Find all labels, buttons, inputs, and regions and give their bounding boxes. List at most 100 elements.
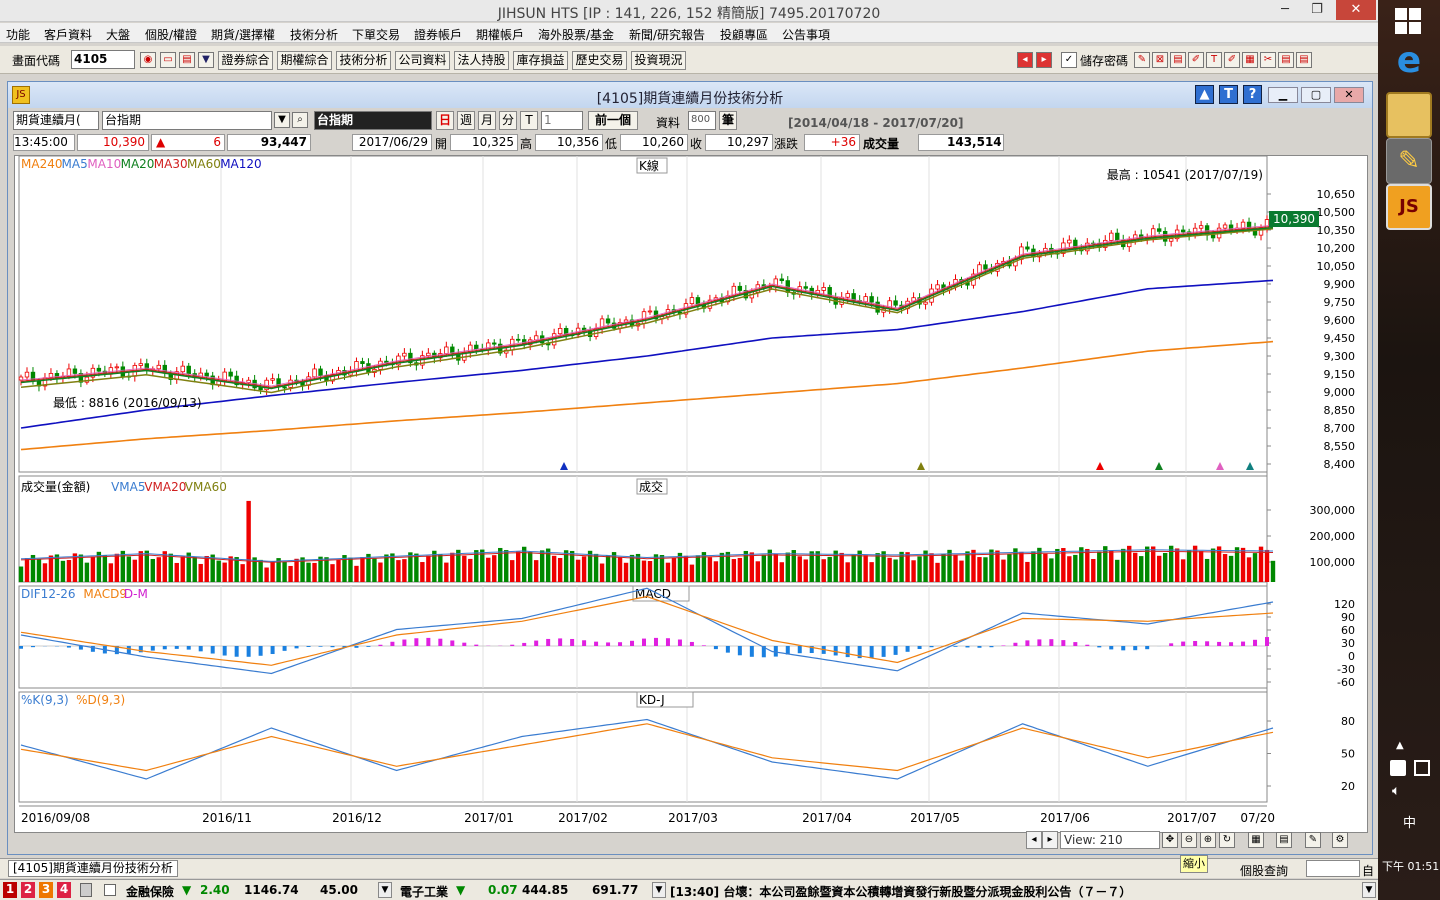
period-day[interactable]: 日: [436, 111, 454, 130]
folder-icon[interactable]: [1386, 92, 1432, 138]
btn-options[interactable]: 期權綜合: [277, 51, 332, 70]
ticker-slot-1[interactable]: 1: [3, 882, 17, 898]
stock-query-input[interactable]: [1306, 860, 1360, 877]
macd-bar: [1073, 642, 1078, 646]
type-select[interactable]: 期貨連續月(: [13, 111, 99, 130]
unit-button[interactable]: 筆: [719, 111, 737, 130]
menu-tech[interactable]: 技術分析: [290, 28, 339, 42]
grid-icon[interactable]: ▦: [1248, 832, 1264, 848]
clock[interactable]: 下午 01:51: [1382, 860, 1440, 873]
scroll-left-icon[interactable]: ◂: [1026, 831, 1042, 849]
pan-icon[interactable]: ✥: [1162, 832, 1178, 848]
alert-icon[interactable]: ▲: [1195, 85, 1214, 104]
volume-bar: [1013, 548, 1018, 582]
period-month[interactable]: 月: [478, 111, 496, 130]
lock-icon[interactable]: [80, 883, 92, 897]
volume-bar: [893, 559, 898, 582]
brush-icon[interactable]: ✐: [1224, 52, 1240, 68]
btn-inventory[interactable]: 庫存損益: [513, 51, 568, 70]
settings-icon[interactable]: ⚙: [1332, 832, 1348, 848]
cancel-icon[interactable]: ⊠: [1152, 52, 1168, 68]
btn-institutional[interactable]: 法人持股: [454, 51, 509, 70]
restore-button[interactable]: ❐: [1311, 2, 1323, 17]
text-mode-icon[interactable]: T: [1219, 85, 1238, 104]
refresh-icon[interactable]: ↻: [1219, 832, 1235, 848]
magnifier-icon[interactable]: ⌕: [292, 112, 308, 128]
sub-maximize-button[interactable]: ▢: [1301, 87, 1331, 103]
menu-sec-account[interactable]: 證券帳戶: [414, 28, 463, 42]
menu-advisor[interactable]: 投顧專區: [720, 28, 769, 42]
menu-stocks[interactable]: 個股/權證: [145, 28, 198, 42]
zoom-out-icon[interactable]: ⊖: [1181, 832, 1197, 848]
menu-function[interactable]: 功能: [6, 28, 31, 42]
print-icon[interactable]: ▤: [179, 52, 195, 68]
ie-icon[interactable]: e: [1396, 40, 1422, 81]
period-minute[interactable]: 分: [499, 111, 517, 130]
ticker-slot-3[interactable]: 3: [39, 882, 53, 898]
volume-icon[interactable]: 🔈︎: [1392, 783, 1401, 799]
tray-app-icon[interactable]: [1390, 760, 1406, 776]
close-button[interactable]: ✕: [1336, 0, 1376, 20]
tools-icon[interactable]: ✂: [1260, 52, 1276, 68]
pen-icon[interactable]: ✎: [1134, 52, 1150, 68]
edit-icon[interactable]: ✐: [1188, 52, 1204, 68]
period-tick[interactable]: T: [520, 111, 538, 130]
chart-svg[interactable]: 2016/09/08 2016/11 2016/12 2017/01 2017/02 20…: [15, 155, 1367, 832]
tab-tech-analysis[interactable]: [4105]期貨連續月份技術分析: [8, 860, 178, 877]
ticker-slot-4[interactable]: 4: [57, 882, 71, 898]
scroll-right-icon[interactable]: ▸: [1042, 831, 1058, 849]
data-count-input[interactable]: 800: [688, 111, 716, 130]
window-icon[interactable]: ▭: [160, 52, 176, 68]
menu-news[interactable]: 新聞/研究報告: [629, 28, 706, 42]
code-input[interactable]: 4105: [71, 50, 135, 69]
paint-icon[interactable]: ✎: [1386, 138, 1432, 184]
btn-securities[interactable]: 證券綜合: [218, 51, 273, 70]
ime-indicator[interactable]: 中: [1403, 816, 1417, 831]
help-icon[interactable]: ?: [1243, 85, 1262, 104]
minimize-button[interactable]: ─: [1281, 2, 1289, 17]
tray-expand-icon[interactable]: ▲: [1396, 740, 1404, 751]
macd-bar: [558, 638, 563, 646]
dropdown-arrow-icon[interactable]: ▼: [274, 112, 290, 128]
list-icon[interactable]: ▤: [1296, 52, 1312, 68]
arrow-left-icon[interactable]: ◂: [1017, 52, 1033, 68]
save-password-checkbox[interactable]: ✓: [1061, 52, 1077, 68]
btn-investment[interactable]: 投資現況: [631, 51, 686, 70]
menu-fut-account[interactable]: 期權帳戶: [476, 28, 525, 42]
ticker-checkbox[interactable]: [104, 884, 116, 896]
menu-market[interactable]: 大盤: [106, 28, 131, 42]
menu-futures[interactable]: 期貨/選擇權: [211, 28, 276, 42]
chart-icon[interactable]: ▦: [1242, 52, 1258, 68]
table-icon[interactable]: ▤: [1276, 832, 1292, 848]
sub-minimize-button[interactable]: ▁: [1268, 87, 1298, 103]
text-icon[interactable]: T: [1206, 52, 1222, 68]
menu-order[interactable]: 下單交易: [352, 28, 401, 42]
menu-announce[interactable]: 公告事項: [782, 28, 831, 42]
jihsun-app-icon[interactable]: JS: [1386, 184, 1432, 230]
sub-close-button[interactable]: ✕: [1334, 87, 1364, 103]
sector-dropdown-1[interactable]: ▼: [378, 882, 392, 898]
prev-button[interactable]: 前一個: [588, 111, 638, 130]
search-icon[interactable]: ◉: [140, 52, 156, 68]
ticker-slot-2[interactable]: 2: [21, 882, 35, 898]
news-dropdown[interactable]: ▼: [1362, 882, 1376, 898]
period-value[interactable]: 1: [541, 111, 583, 130]
btn-history[interactable]: 歷史交易: [572, 51, 627, 70]
sector-dropdown-2[interactable]: ▼: [652, 882, 666, 898]
report-icon[interactable]: ▤: [1278, 52, 1294, 68]
product-input[interactable]: 台指期: [102, 111, 272, 130]
dropdown-icon[interactable]: ▼: [198, 52, 214, 68]
news-ticker[interactable]: [13:40] 台壞：本公司盈餘暨資本公積轉增資發行新股暨分派現金股利公告（７－…: [670, 885, 1132, 899]
doc-icon[interactable]: ▤: [1170, 52, 1186, 68]
draw-icon[interactable]: ✎: [1305, 832, 1321, 848]
zoom-in-icon[interactable]: ⊕: [1200, 832, 1216, 848]
menu-customer[interactable]: 客戶資料: [44, 28, 93, 42]
btn-company[interactable]: 公司資料: [395, 51, 450, 70]
chart-area[interactable]: 2016/09/08 2016/11 2016/12 2017/01 2017/02 20…: [14, 155, 1368, 833]
menu-overseas[interactable]: 海外股票/基金: [538, 28, 615, 42]
btn-tech[interactable]: 技術分析: [336, 51, 391, 70]
windows-start-icon[interactable]: [1395, 8, 1423, 36]
network-icon[interactable]: [1414, 760, 1430, 776]
arrow-right-icon[interactable]: ▸: [1036, 52, 1052, 68]
period-week[interactable]: 週: [457, 111, 475, 130]
